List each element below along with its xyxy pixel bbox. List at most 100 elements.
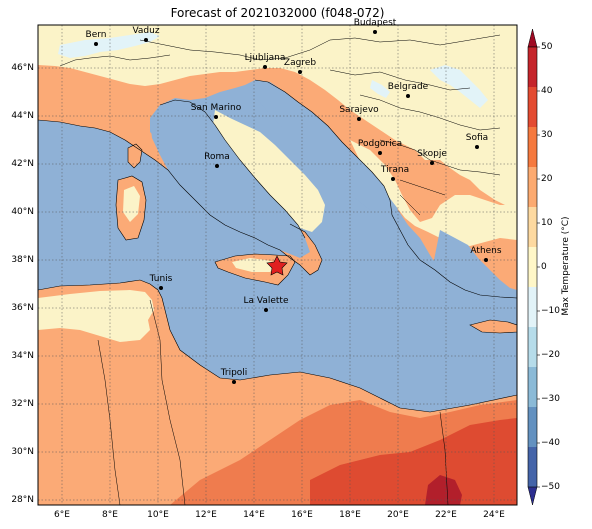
colorbar-label-text: Max Temperature (°C): [561, 216, 571, 316]
city-label-tunis: Tunis: [149, 274, 173, 284]
lat-label: 46°N: [11, 63, 34, 73]
balkans-cool-zone: [350, 140, 517, 246]
city-dot: [264, 308, 268, 312]
city-label-vaduz: Vaduz: [132, 26, 160, 36]
colorbar-tick-label: 50: [541, 42, 553, 52]
sardinia-cool: [123, 186, 140, 222]
colorbar-tick-label: −30: [541, 394, 560, 404]
colorbar-tick-label: 0: [541, 262, 547, 272]
lat-label: 28°N: [11, 495, 34, 505]
crete: [470, 320, 517, 333]
city-label-skopje: Skopje: [417, 149, 447, 159]
tunisia-cool-zone: [38, 290, 154, 342]
colorbar-tick-label: 40: [541, 86, 553, 96]
city-dot: [406, 94, 410, 98]
lon-label: 20°E: [387, 510, 409, 520]
city-dot: [430, 161, 434, 165]
colorbar-tick-label: −40: [541, 438, 560, 448]
star-marker-icon: [266, 255, 288, 276]
europe-cool-zone: [38, 25, 517, 205]
city-label-sofia: Sofia: [465, 133, 489, 143]
city-label-podgorica: Podgorica: [357, 139, 403, 149]
colorbar-extend-max: [527, 28, 538, 48]
lat-label: 30°N: [11, 447, 34, 457]
lon-label: 24°E: [483, 510, 505, 520]
colorbar-tick-label: 20: [541, 174, 553, 184]
alps-snow: [58, 32, 160, 58]
lon-label: 14°E: [243, 510, 265, 520]
lat-label: 32°N: [11, 399, 34, 409]
tyrrhenian-sea: [150, 100, 310, 258]
carpathian-snow: [430, 65, 488, 108]
city-dot: [475, 145, 479, 149]
lon-label: 8°E: [102, 510, 118, 520]
aegean-sea: [432, 230, 517, 320]
country-borders: [59, 34, 501, 505]
city-label-roma: Roma: [204, 152, 230, 162]
colorbar-segment: [528, 127, 537, 168]
city-dot: [94, 42, 98, 46]
colorbar-segment: [528, 367, 537, 408]
colorbar: [527, 28, 540, 506]
city-label-belgrade: Belgrade: [387, 82, 429, 92]
colorbar-segment: [528, 287, 537, 328]
city-dot: [144, 38, 148, 42]
city-label-athens: Athens: [470, 246, 502, 256]
city-dot: [298, 70, 302, 74]
libya-hot-zone: [310, 418, 517, 505]
colorbar-segment: [528, 247, 537, 288]
city-label-san-marino: San Marino: [190, 103, 242, 113]
colorbar-segment: [528, 207, 537, 248]
city-label-la-valette: La Valette: [243, 296, 289, 306]
colorbar-tick-label: −10: [541, 306, 560, 316]
city-dot: [378, 151, 382, 155]
colorbar-tick-label: 10: [541, 218, 553, 228]
city-label-tripoli: Tripoli: [220, 368, 248, 378]
coastlines: [38, 79, 517, 413]
city-dot: [357, 117, 361, 121]
city-label-budapest: Budapest: [353, 18, 397, 28]
dinaric-snow: [370, 80, 390, 98]
lat-label: 44°N: [11, 111, 34, 121]
lat-label: 40°N: [11, 207, 34, 217]
city-dot: [373, 30, 377, 34]
colorbar-segment: [528, 327, 537, 368]
city-dot: [159, 286, 163, 290]
colorbar-segment: [528, 167, 537, 208]
colorbar-tick-label: −50: [541, 482, 560, 492]
lat-label: 42°N: [11, 159, 34, 169]
map-frame: [37, 24, 518, 506]
colorbar-segment: [528, 87, 537, 128]
city-label-tirana: Tirana: [380, 165, 410, 175]
city-label-sarajevo: Sarajevo: [339, 105, 379, 115]
colorbar-extend-min: [527, 486, 538, 506]
colorbar-tick-label: −20: [541, 350, 560, 360]
city-dot: [484, 258, 488, 262]
colorbar-segment: [528, 447, 537, 488]
city-label-bern: Bern: [85, 30, 107, 40]
adriatic-sea: [252, 80, 392, 220]
city-label-ljubljana: Ljubljana: [244, 53, 286, 63]
sicily-cool: [232, 258, 278, 272]
city-dot: [215, 164, 219, 168]
city-dot: [263, 65, 267, 69]
colorbar-segment: [528, 47, 537, 88]
map-title: Forecast of 2021032000 (f048-072): [170, 6, 385, 20]
egypt-very-hot-zone: [425, 475, 462, 505]
lon-label: 18°E: [339, 510, 361, 520]
lon-label: 6°E: [54, 510, 70, 520]
city-label-zagreb: Zagreb: [283, 58, 317, 68]
city-dot: [214, 115, 218, 119]
lat-label: 34°N: [11, 351, 34, 361]
corsica: [128, 144, 142, 168]
city-dot: [391, 177, 395, 181]
city-dot: [232, 380, 236, 384]
lat-label: 38°N: [11, 255, 34, 265]
lon-label: 10°E: [147, 510, 169, 520]
lon-label: 16°E: [291, 510, 313, 520]
colorbar-tick-label: 30: [541, 130, 553, 140]
lon-label: 22°E: [435, 510, 457, 520]
italy-cool-strip: [212, 110, 325, 232]
